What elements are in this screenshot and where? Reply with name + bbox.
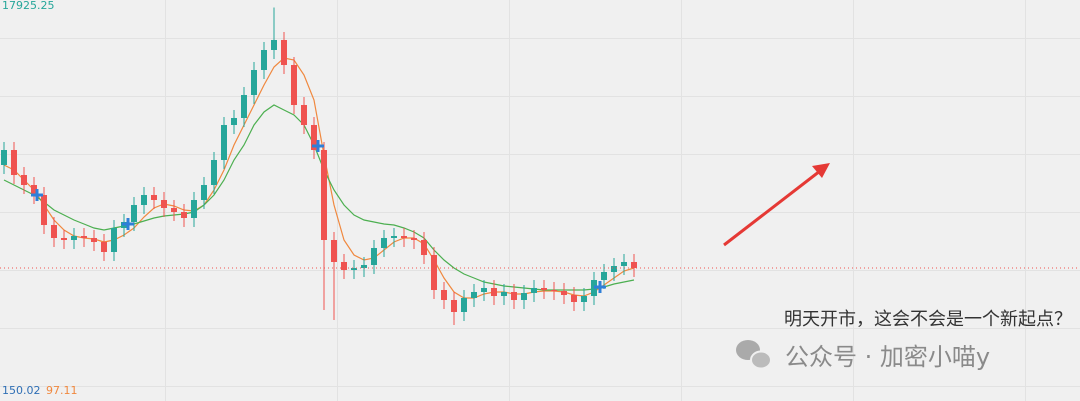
moving-average	[3, 104, 635, 291]
candle-body	[101, 242, 107, 252]
candle-body	[91, 238, 97, 242]
candle-body	[181, 212, 187, 218]
candle-body	[561, 291, 567, 295]
high-label: 17925.25	[2, 0, 55, 12]
candle-body	[171, 208, 177, 212]
candle-body	[161, 200, 167, 208]
candle-body	[571, 295, 577, 302]
candle-body	[131, 205, 137, 222]
signal-marker	[312, 140, 324, 152]
candle-body	[521, 293, 527, 300]
candle-body	[21, 175, 27, 185]
candle-body	[581, 296, 587, 302]
plot	[0, 7, 1080, 325]
candle-body	[481, 288, 487, 292]
candle-body	[531, 288, 537, 293]
candle-body	[441, 290, 447, 300]
candle-body	[81, 236, 87, 238]
signal-marker	[122, 218, 134, 230]
candle-body	[261, 50, 267, 70]
candle-body	[301, 105, 307, 125]
arrow-head	[812, 163, 830, 178]
candle-body	[451, 300, 457, 312]
indicator-value: 150.02	[2, 384, 41, 397]
candle-body	[291, 65, 297, 105]
candle-body	[31, 185, 37, 195]
candle-body	[11, 150, 17, 175]
candle-body	[221, 125, 227, 160]
arrow-line	[723, 169, 821, 247]
candle-body	[231, 118, 237, 125]
candle-body	[1, 150, 7, 165]
candle-body	[151, 195, 157, 200]
moving-average	[3, 57, 635, 299]
candle-body	[351, 268, 357, 270]
candle-body	[491, 288, 497, 296]
candle-body	[341, 262, 347, 270]
candle-body	[331, 240, 337, 262]
candle-body	[61, 238, 67, 240]
candle-body	[41, 195, 47, 225]
candle-body	[551, 290, 557, 291]
signal-marker	[594, 281, 606, 293]
candle-body	[71, 236, 77, 240]
signal-markers	[31, 140, 606, 293]
candle-body	[601, 272, 607, 280]
candle-body	[541, 288, 547, 290]
candle-body	[511, 292, 517, 300]
candle-body	[271, 40, 277, 50]
candle-body	[111, 228, 117, 252]
candle-body	[631, 262, 637, 268]
indicator-value: 97.11	[46, 384, 78, 397]
candle-body	[461, 298, 467, 312]
candle-body	[311, 125, 317, 150]
candle-body	[381, 238, 387, 248]
candle-body	[361, 265, 367, 268]
candle-body	[251, 70, 257, 95]
candle-body	[51, 225, 57, 238]
candle-body	[141, 195, 147, 205]
candle-body	[241, 95, 247, 118]
candle-body	[421, 240, 427, 255]
candle-body	[411, 238, 417, 240]
candle-body	[211, 160, 217, 185]
annotation: 明天开市，这会不会是一个新起点？	[784, 309, 1072, 330]
wechat-icon	[736, 340, 772, 370]
candle-body	[611, 266, 617, 272]
candle-body	[391, 236, 397, 238]
candle-body	[201, 185, 207, 200]
candle-body	[621, 262, 627, 266]
candle-body	[501, 292, 507, 296]
candle-body	[371, 248, 377, 265]
candle-body	[401, 236, 407, 238]
watermark: 公众号 · 加密小喵y	[785, 343, 990, 371]
signal-marker	[31, 189, 43, 201]
icon-bubble	[750, 350, 772, 370]
candle-body	[431, 255, 437, 290]
candle-body	[471, 292, 477, 298]
arrow	[723, 163, 830, 247]
candle-body	[281, 40, 287, 65]
candle-body	[191, 200, 197, 218]
candle-body	[321, 150, 327, 240]
